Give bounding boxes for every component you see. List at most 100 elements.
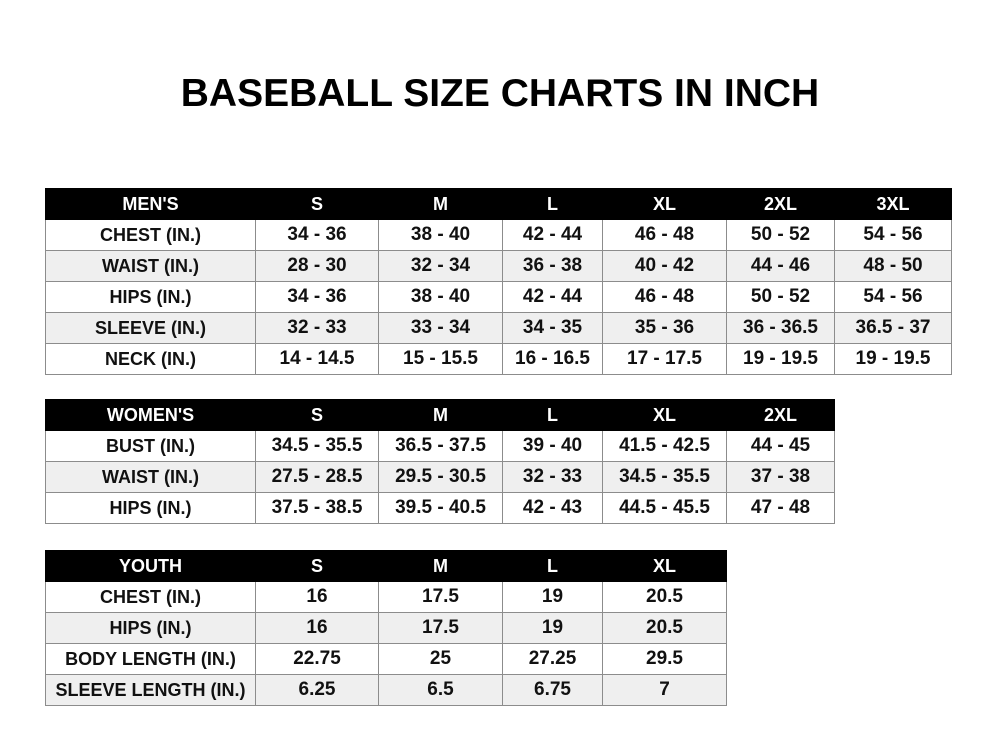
size-value: 42 - 44 xyxy=(502,219,603,251)
size-value: 34 - 36 xyxy=(255,281,379,313)
size-value: 22.75 xyxy=(255,643,379,675)
header-row: WOMEN'S S M L XL 2XL xyxy=(45,399,835,431)
measurement-label: SLEEVE LENGTH (IN.) xyxy=(45,674,256,706)
size-value: 17.5 xyxy=(378,612,503,644)
size-header: M xyxy=(378,188,503,220)
size-header: L xyxy=(502,399,603,431)
size-value: 20.5 xyxy=(602,581,727,613)
size-value: 19 - 19.5 xyxy=(726,343,835,375)
size-header: 3XL xyxy=(834,188,952,220)
measurement-label: HIPS (IN.) xyxy=(45,281,256,313)
size-value: 35 - 36 xyxy=(602,312,727,344)
size-header: L xyxy=(502,188,603,220)
size-header: M xyxy=(378,399,503,431)
size-value: 50 - 52 xyxy=(726,219,835,251)
size-value: 42 - 44 xyxy=(502,281,603,313)
size-value: 39 - 40 xyxy=(502,430,603,462)
size-value: 32 - 33 xyxy=(502,461,603,493)
measurement-label: HIPS (IN.) xyxy=(45,612,256,644)
table-row: SLEEVE LENGTH (IN.) 6.25 6.5 6.75 7 xyxy=(45,674,727,706)
size-value: 16 xyxy=(255,612,379,644)
size-header: S xyxy=(255,550,379,582)
size-value: 6.75 xyxy=(502,674,603,706)
size-value: 38 - 40 xyxy=(378,219,503,251)
header-row: YOUTH S M L XL xyxy=(45,550,727,582)
size-value: 32 - 34 xyxy=(378,250,503,282)
category-header: YOUTH xyxy=(45,550,256,582)
measurement-label: BUST (IN.) xyxy=(45,430,256,462)
size-value: 20.5 xyxy=(602,612,727,644)
size-value: 33 - 34 xyxy=(378,312,503,344)
size-value: 16 xyxy=(255,581,379,613)
header-row: MEN'S S M L XL 2XL 3XL xyxy=(45,188,952,220)
size-value: 36 - 38 xyxy=(502,250,603,282)
size-value: 36 - 36.5 xyxy=(726,312,835,344)
size-value: 42 - 43 xyxy=(502,492,603,524)
size-value: 34.5 - 35.5 xyxy=(255,430,379,462)
table-row: BUST (IN.) 34.5 - 35.5 36.5 - 37.5 39 - 40 4… xyxy=(45,430,835,462)
size-value: 41.5 - 42.5 xyxy=(602,430,727,462)
table-row: NECK (IN.) 14 - 14.5 15 - 15.5 16 - 16.5 17 … xyxy=(45,343,952,375)
size-value: 44 - 46 xyxy=(726,250,835,282)
size-header: XL xyxy=(602,550,727,582)
size-value: 17.5 xyxy=(378,581,503,613)
size-header: L xyxy=(502,550,603,582)
measurement-label: NECK (IN.) xyxy=(45,343,256,375)
table-row: CHEST (IN.) 34 - 36 38 - 40 42 - 44 46 - 48 5… xyxy=(45,219,952,251)
size-value: 36.5 - 37 xyxy=(834,312,952,344)
size-value: 36.5 - 37.5 xyxy=(378,430,503,462)
size-value: 19 - 19.5 xyxy=(834,343,952,375)
size-header: 2XL xyxy=(726,188,835,220)
table-row: BODY LENGTH (IN.) 22.75 25 27.25 29.5 xyxy=(45,643,727,675)
size-value: 40 - 42 xyxy=(602,250,727,282)
size-value: 19 xyxy=(502,581,603,613)
size-header: S xyxy=(255,188,379,220)
size-value: 44.5 - 45.5 xyxy=(602,492,727,524)
size-value: 16 - 16.5 xyxy=(502,343,603,375)
measurement-label: CHEST (IN.) xyxy=(45,219,256,251)
table-row: HIPS (IN.) 34 - 36 38 - 40 42 - 44 46 - 48 50… xyxy=(45,281,952,313)
size-value: 17 - 17.5 xyxy=(602,343,727,375)
measurement-label: WAIST (IN.) xyxy=(45,250,256,282)
size-value: 34 - 36 xyxy=(255,219,379,251)
mens-size-table: MEN'S S M L XL 2XL 3XL CHEST (IN.) 34 - 36 38 - 4… xyxy=(45,188,952,375)
size-header: S xyxy=(255,399,379,431)
measurement-label: WAIST (IN.) xyxy=(45,461,256,493)
table-row: WAIST (IN.) 28 - 30 32 - 34 36 - 38 40 - 42 4… xyxy=(45,250,952,282)
measurement-label: BODY LENGTH (IN.) xyxy=(45,643,256,675)
size-value: 54 - 56 xyxy=(834,281,952,313)
size-value: 46 - 48 xyxy=(602,281,727,313)
size-value: 39.5 - 40.5 xyxy=(378,492,503,524)
size-header: 2XL xyxy=(726,399,835,431)
measurement-label: HIPS (IN.) xyxy=(45,492,256,524)
size-value: 29.5 xyxy=(602,643,727,675)
size-value: 28 - 30 xyxy=(255,250,379,282)
size-value: 7 xyxy=(602,674,727,706)
size-value: 6.5 xyxy=(378,674,503,706)
table-row: SLEEVE (IN.) 32 - 33 33 - 34 34 - 35 35 - 36… xyxy=(45,312,952,344)
size-value: 19 xyxy=(502,612,603,644)
size-value: 29.5 - 30.5 xyxy=(378,461,503,493)
size-value: 47 - 48 xyxy=(726,492,835,524)
size-value: 27.25 xyxy=(502,643,603,675)
size-header: M xyxy=(378,550,503,582)
page-title: BASEBALL SIZE CHARTS IN INCH xyxy=(180,72,820,115)
size-value: 25 xyxy=(378,643,503,675)
size-header: XL xyxy=(602,399,727,431)
size-value: 37 - 38 xyxy=(726,461,835,493)
size-value: 54 - 56 xyxy=(834,219,952,251)
size-value: 32 - 33 xyxy=(255,312,379,344)
size-header: XL xyxy=(602,188,727,220)
womens-size-table: WOMEN'S S M L XL 2XL BUST (IN.) 34.5 - 35.5 36.5… xyxy=(45,399,835,524)
size-value: 34.5 - 35.5 xyxy=(602,461,727,493)
size-value: 38 - 40 xyxy=(378,281,503,313)
size-value: 34 - 35 xyxy=(502,312,603,344)
table-row: HIPS (IN.) 16 17.5 19 20.5 xyxy=(45,612,727,644)
category-header: MEN'S xyxy=(45,188,256,220)
measurement-label: SLEEVE (IN.) xyxy=(45,312,256,344)
size-value: 6.25 xyxy=(255,674,379,706)
size-value: 44 - 45 xyxy=(726,430,835,462)
youth-size-table: YOUTH S M L XL CHEST (IN.) 16 17.5 19 20.5 HIPS (I… xyxy=(45,550,727,706)
size-value: 48 - 50 xyxy=(834,250,952,282)
table-row: HIPS (IN.) 37.5 - 38.5 39.5 - 40.5 42 - 43 4… xyxy=(45,492,835,524)
